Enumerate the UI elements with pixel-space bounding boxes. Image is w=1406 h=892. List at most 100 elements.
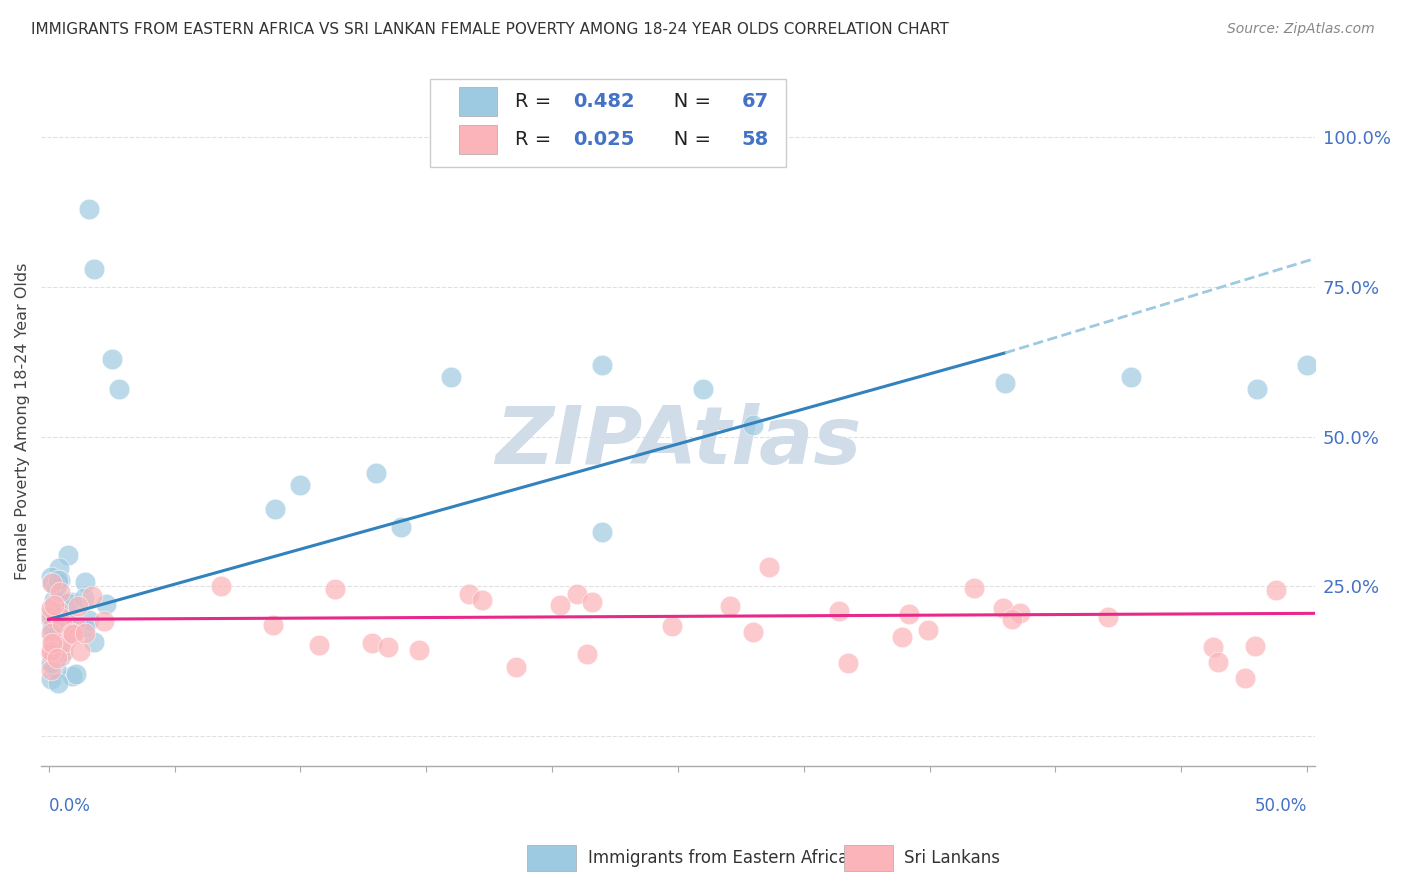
- Point: [1202, 640, 1225, 654]
- Point: [692, 382, 714, 396]
- Point: [45, 625, 67, 640]
- Point: [581, 595, 603, 609]
- Point: [73, 620, 96, 634]
- Point: [51, 605, 73, 619]
- Point: [53, 613, 76, 627]
- Point: [46, 603, 69, 617]
- Point: [837, 657, 859, 671]
- Text: 58: 58: [741, 130, 769, 149]
- Point: [46, 575, 69, 590]
- Point: [58, 617, 80, 632]
- Point: [48, 597, 70, 611]
- Point: [505, 660, 527, 674]
- Point: [48, 624, 70, 639]
- Point: [471, 593, 494, 607]
- Point: [46, 624, 69, 639]
- Point: [898, 607, 921, 621]
- Point: [565, 587, 588, 601]
- Point: [262, 618, 284, 632]
- Text: 50.0%: 50.0%: [1254, 797, 1308, 814]
- Point: [60, 626, 83, 640]
- Point: [718, 599, 741, 613]
- Point: [56, 596, 79, 610]
- Text: R =: R =: [515, 93, 557, 112]
- Point: [77, 613, 100, 627]
- Point: [39, 625, 62, 640]
- Point: [1097, 609, 1119, 624]
- Point: [56, 549, 79, 563]
- Point: [42, 598, 65, 612]
- Point: [364, 466, 387, 480]
- Point: [93, 614, 115, 628]
- Text: N =: N =: [655, 93, 717, 112]
- Point: [65, 615, 87, 630]
- Point: [39, 663, 62, 677]
- Point: [41, 621, 63, 635]
- Point: [377, 640, 399, 654]
- Point: [83, 262, 105, 277]
- Point: [69, 644, 91, 658]
- Point: [308, 638, 330, 652]
- Point: [39, 609, 62, 624]
- FancyBboxPatch shape: [430, 78, 786, 167]
- Point: [62, 627, 84, 641]
- Bar: [458, 125, 498, 153]
- Point: [53, 625, 76, 640]
- Point: [458, 586, 481, 600]
- Point: [1233, 671, 1256, 685]
- Point: [1246, 382, 1268, 396]
- Point: [963, 581, 986, 595]
- Point: [39, 656, 62, 670]
- Point: [49, 609, 72, 624]
- Point: [917, 623, 939, 637]
- Point: [59, 624, 82, 638]
- Point: [45, 581, 67, 595]
- Point: [45, 662, 67, 676]
- Text: Immigrants from Eastern Africa: Immigrants from Eastern Africa: [588, 849, 848, 867]
- Bar: [458, 87, 498, 116]
- Point: [591, 525, 613, 540]
- Point: [758, 559, 780, 574]
- Point: [39, 606, 62, 620]
- Point: [45, 602, 67, 616]
- Text: 0.025: 0.025: [574, 130, 636, 149]
- Point: [440, 369, 463, 384]
- Point: [46, 573, 69, 587]
- Point: [55, 620, 77, 634]
- Point: [994, 376, 1017, 390]
- Point: [1008, 607, 1031, 621]
- Point: [49, 574, 72, 588]
- Point: [46, 675, 69, 690]
- Y-axis label: Female Poverty Among 18-24 Year Olds: Female Poverty Among 18-24 Year Olds: [15, 263, 30, 581]
- Text: Source: ZipAtlas.com: Source: ZipAtlas.com: [1227, 22, 1375, 37]
- Point: [41, 632, 63, 646]
- Point: [44, 593, 66, 607]
- Point: [576, 648, 599, 662]
- Point: [73, 575, 96, 590]
- Point: [741, 624, 763, 639]
- Point: [891, 630, 914, 644]
- Text: N =: N =: [655, 130, 717, 149]
- Point: [48, 611, 70, 625]
- Point: [73, 626, 96, 640]
- Point: [108, 382, 131, 396]
- Point: [66, 599, 89, 614]
- Point: [41, 656, 63, 670]
- Point: [1119, 369, 1142, 384]
- Point: [264, 501, 287, 516]
- Point: [51, 629, 73, 643]
- Point: [59, 595, 82, 609]
- Point: [742, 417, 765, 432]
- Text: Sri Lankans: Sri Lankans: [904, 849, 1000, 867]
- Point: [46, 651, 69, 665]
- Point: [49, 649, 72, 664]
- Point: [77, 202, 100, 216]
- Point: [65, 666, 87, 681]
- Point: [41, 575, 63, 590]
- Point: [1206, 655, 1229, 669]
- Point: [389, 519, 412, 533]
- Point: [661, 619, 683, 633]
- Point: [62, 624, 84, 638]
- Point: [83, 635, 105, 649]
- Point: [100, 351, 122, 366]
